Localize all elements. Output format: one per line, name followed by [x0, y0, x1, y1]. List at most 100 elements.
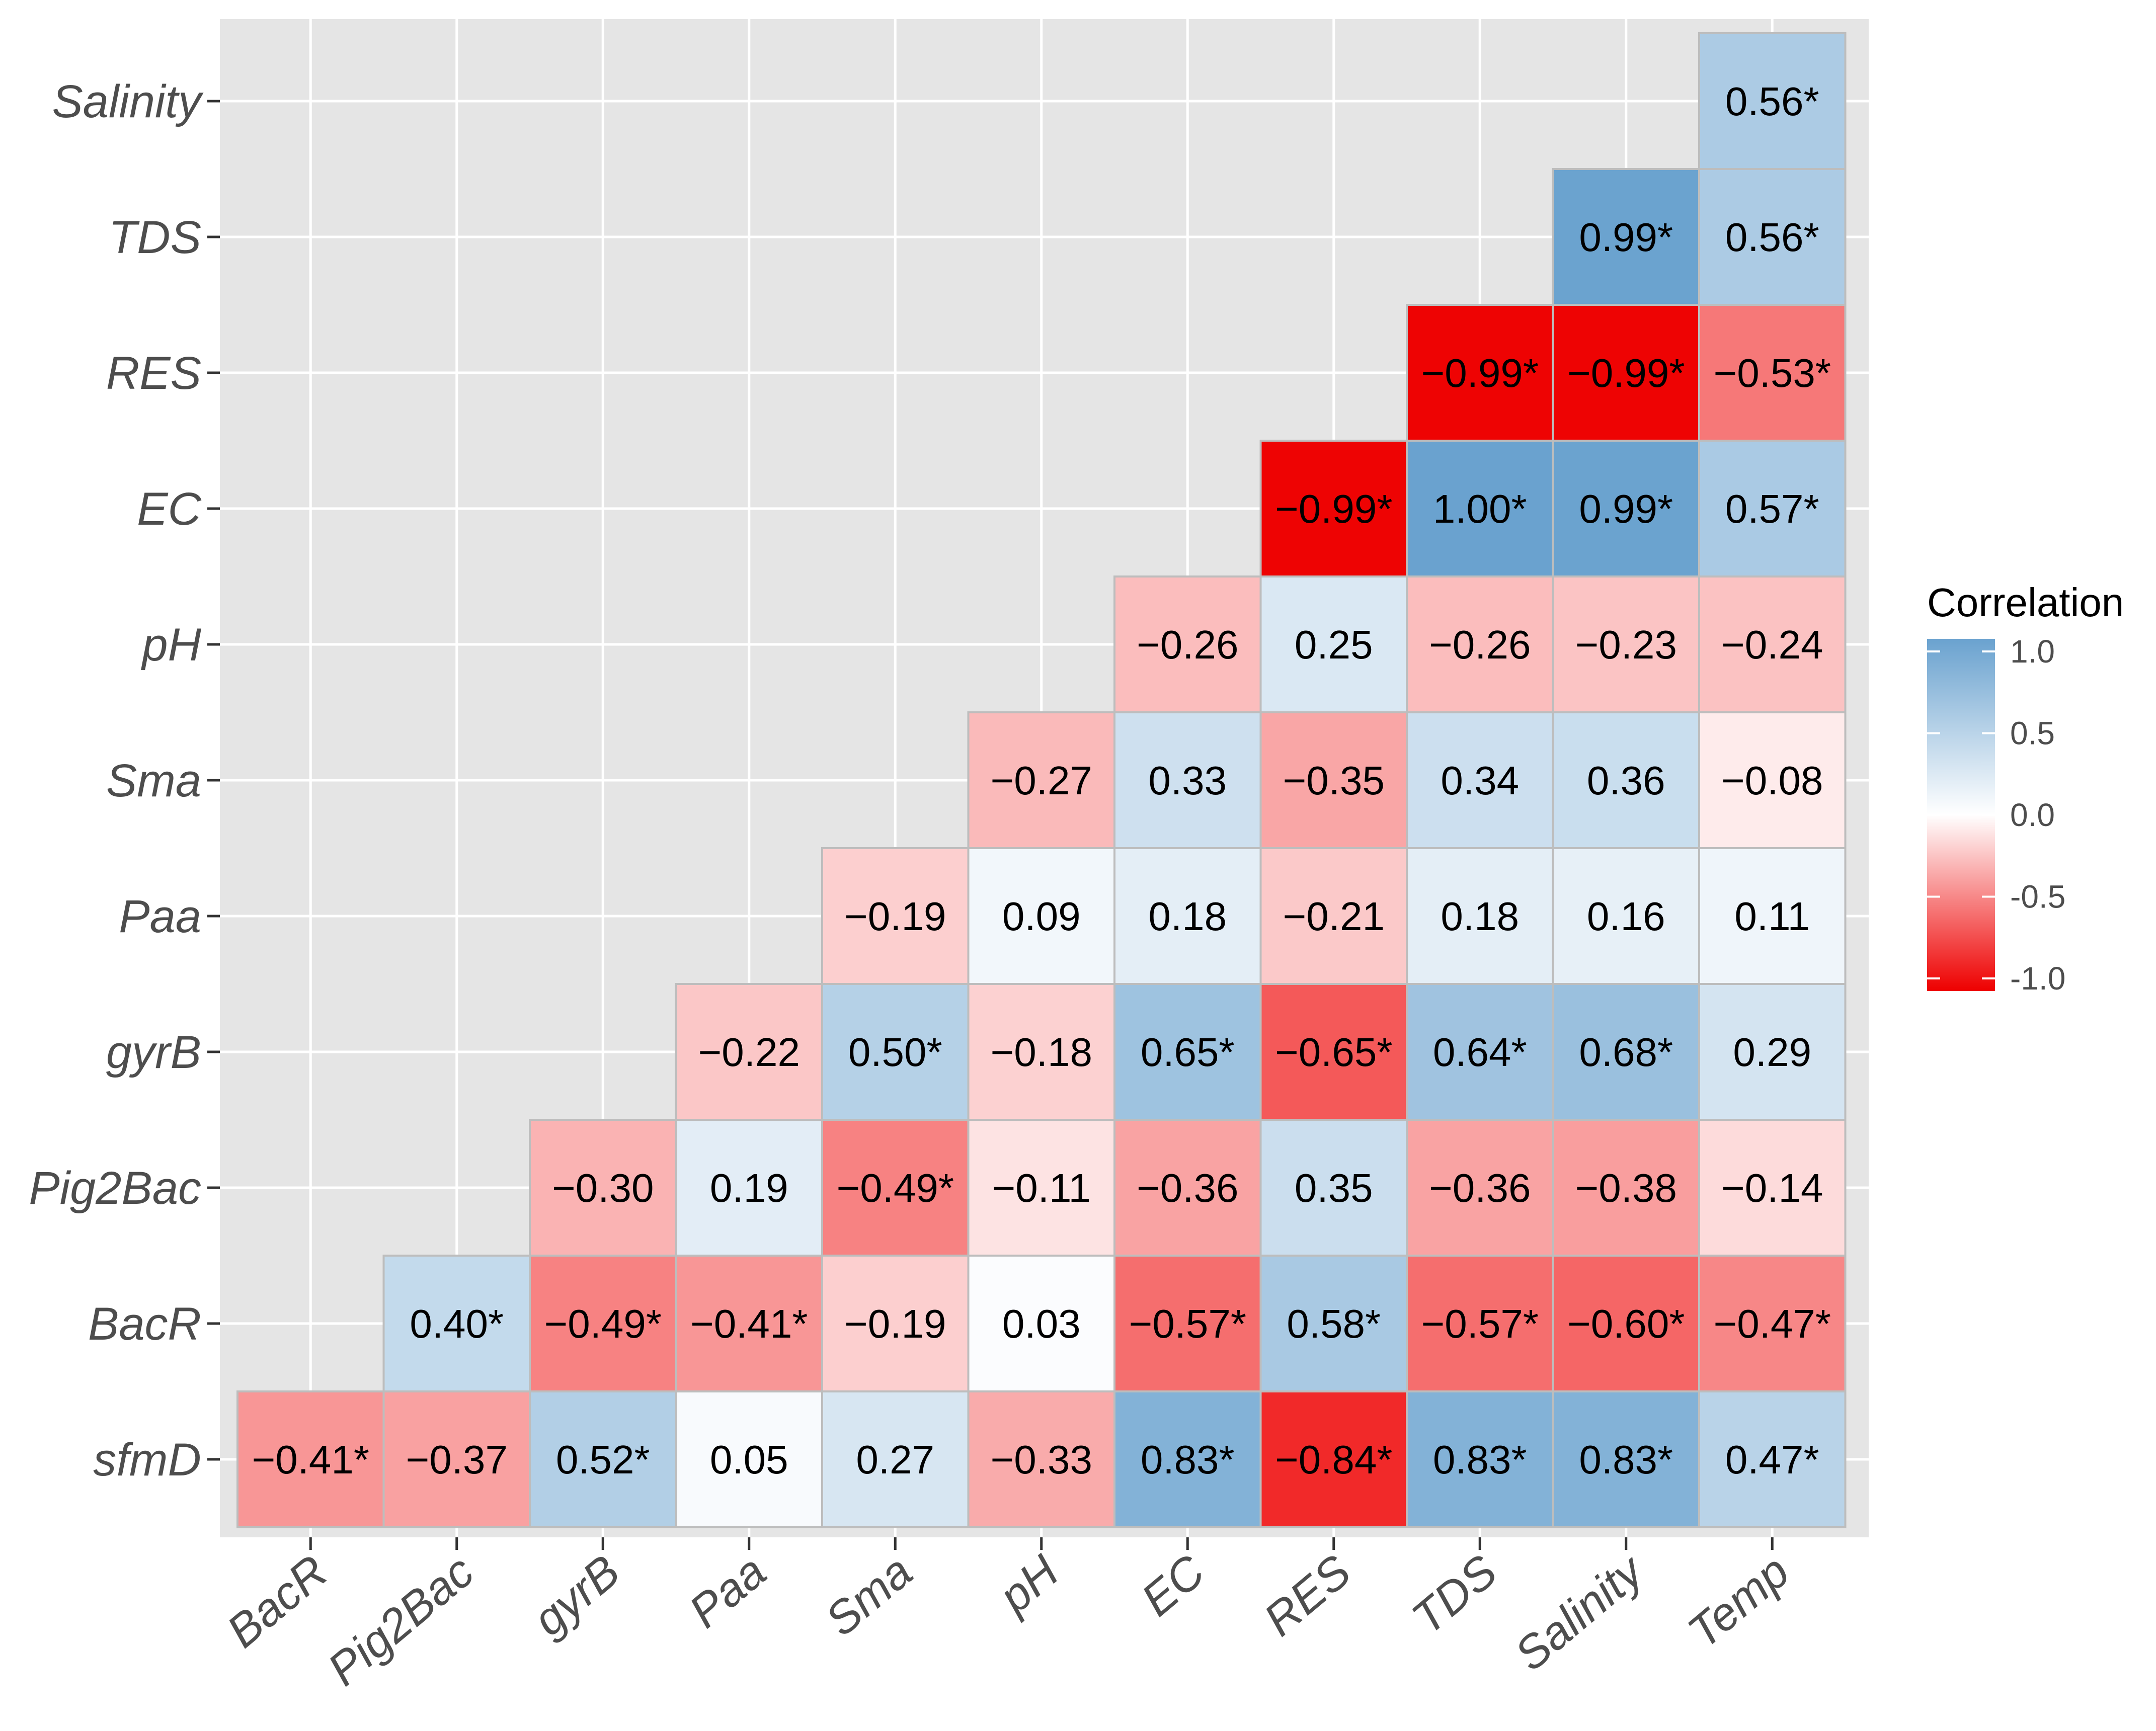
- cell-value-label: 0.40*: [410, 1301, 504, 1346]
- y-tick-label: Paa: [119, 891, 201, 942]
- cell-value-label: 0.18: [1441, 894, 1519, 939]
- x-tick-label: RES: [1254, 1545, 1360, 1646]
- heatmap-cell: [675, 1390, 823, 1528]
- cell-value-label: −0.41*: [252, 1437, 369, 1482]
- cell-value-label: −0.99*: [1567, 351, 1685, 395]
- cell-value-label: 0.56*: [1725, 215, 1819, 260]
- legend-ticks: 1.0 0.5 0.0 -0.5 -1.0: [1927, 633, 2065, 997]
- cell-value-label: 0.36: [1587, 758, 1665, 803]
- y-tick-label: Pig2Bac: [29, 1163, 201, 1214]
- cell-value-label: 0.09: [1002, 894, 1081, 939]
- legend: Correlation 1.0 0.5 0.0 -0.5 -1.0: [1927, 580, 2124, 997]
- heatmap-cell: [1552, 1390, 1700, 1528]
- cell-value-label: 0.35: [1295, 1166, 1373, 1210]
- y-tick-label: TDS: [109, 212, 201, 263]
- cell-value-label: −0.21: [1283, 894, 1385, 939]
- cell-value-label: 0.83*: [1433, 1437, 1527, 1482]
- cell-value-label: 0.11: [1734, 894, 1810, 939]
- y-tick-label: sfmD: [93, 1434, 201, 1486]
- cell-value-label: 0.03: [1002, 1301, 1081, 1346]
- cell-value-label: 0.57*: [1725, 486, 1819, 531]
- cell-value-label: −0.30: [552, 1166, 654, 1210]
- cell-value-label: 0.83*: [1579, 1437, 1673, 1482]
- heatmap-cell: [1406, 1255, 1554, 1392]
- heatmap-cell: [821, 1255, 970, 1392]
- cell-labels: −0.41* −0.37 0.52* 0.05 0.27 −0.33 0.83* −0.84*…: [252, 79, 1831, 1482]
- heatmap-cell: [1552, 983, 1700, 1121]
- heatmap-cell: [1113, 711, 1262, 849]
- cell-value-label: −0.65*: [1275, 1030, 1393, 1075]
- heatmap-cell: [382, 1390, 531, 1528]
- heatmap-cell: [1259, 1390, 1408, 1528]
- cell-value-label: 0.58*: [1287, 1301, 1381, 1346]
- heatmap-cell: [1259, 1255, 1408, 1392]
- cell-value-label: −0.38: [1575, 1166, 1677, 1210]
- x-tick-label: pH: [989, 1545, 1068, 1624]
- cell-value-label: 0.68*: [1579, 1030, 1673, 1075]
- heatmap-cell: [1698, 1255, 1847, 1392]
- cell-value-label: 0.56*: [1725, 79, 1819, 124]
- heatmap-cell: [1552, 304, 1700, 442]
- cell-value-label: −0.23: [1575, 622, 1677, 667]
- cell-value-label: −0.26: [1137, 622, 1238, 667]
- cell-value-label: 0.34: [1441, 758, 1519, 803]
- heatmap-cell: [1406, 440, 1554, 578]
- cell-value-label: 0.18: [1148, 894, 1227, 939]
- heatmap-cell: [1406, 575, 1554, 713]
- legend-tick-label: -0.5: [2010, 879, 2065, 915]
- heatmap-cell: [1698, 168, 1847, 306]
- y-axis-ticks: sfmD BacR Pig2Bac gyrB Paa Sma pH EC RES TDS Salin…: [29, 76, 220, 1486]
- cell-value-label: 0.33: [1148, 758, 1227, 803]
- cell-value-label: 0.25: [1295, 622, 1373, 667]
- legend-tick-label: -1.0: [2010, 960, 2065, 997]
- cell-value-label: −0.47*: [1713, 1301, 1831, 1346]
- heatmap-cell: [529, 1255, 677, 1392]
- heatmap-cell: [1259, 847, 1408, 985]
- cell-value-label: −0.49*: [836, 1166, 954, 1210]
- heatmap-cell: [1552, 575, 1700, 713]
- x-tick-label: Pig2Bac: [318, 1545, 484, 1695]
- cell-value-label: −0.11: [992, 1166, 1091, 1210]
- heatmap-cell: [1552, 168, 1700, 306]
- heatmap-cell: [1698, 847, 1847, 985]
- cell-value-label: −0.99*: [1275, 486, 1393, 531]
- heatmap-cell: [1406, 847, 1554, 985]
- heatmap-cell: [382, 1255, 531, 1392]
- cell-value-label: −0.18: [991, 1030, 1092, 1075]
- heatmap-cell: [821, 1119, 970, 1257]
- cell-value-label: 0.64*: [1433, 1030, 1527, 1075]
- x-tick-label: Paa: [680, 1545, 776, 1637]
- heatmap-cell: [1698, 1119, 1847, 1257]
- x-tick-label: gyrB: [524, 1545, 629, 1646]
- cell-value-label: −0.22: [698, 1030, 800, 1075]
- cell-value-label: −0.14: [1721, 1166, 1823, 1210]
- x-tick-label: Sma: [816, 1545, 922, 1646]
- cell-value-label: 0.52*: [556, 1437, 650, 1482]
- heatmap-cell: [1406, 711, 1554, 849]
- legend-tick-label: 0.0: [2010, 797, 2055, 833]
- heatmap-cell: [675, 1119, 823, 1257]
- heatmap-cell: [1698, 32, 1847, 170]
- y-tick-label: EC: [137, 483, 201, 535]
- legend-title: Correlation: [1927, 580, 2124, 625]
- heatmap-cell: [1698, 304, 1847, 442]
- heatmap-cell: [967, 983, 1115, 1121]
- cell-value-label: 0.83*: [1141, 1437, 1235, 1482]
- cell-value-label: −0.36: [1429, 1166, 1531, 1210]
- heatmap-cell: [1113, 983, 1262, 1121]
- cell-value-label: 0.50*: [848, 1030, 942, 1075]
- cell-value-label: −0.19: [844, 894, 946, 939]
- legend-tick-label: 1.0: [2010, 633, 2055, 670]
- heatmap-cell: [1113, 1390, 1262, 1528]
- y-tick-label: gyrB: [106, 1027, 201, 1078]
- heatmap-cell: [236, 1390, 385, 1528]
- heatmap-cell: [821, 847, 970, 985]
- heatmap-cell: [1259, 440, 1408, 578]
- cell-value-label: −0.33: [991, 1437, 1092, 1482]
- cell-value-label: 0.47*: [1725, 1437, 1819, 1482]
- cell-value-label: −0.57*: [1421, 1301, 1539, 1346]
- heatmap-cell: [1113, 575, 1262, 713]
- heatmap-cell: [1406, 304, 1554, 442]
- heatmap-cell: [1552, 711, 1700, 849]
